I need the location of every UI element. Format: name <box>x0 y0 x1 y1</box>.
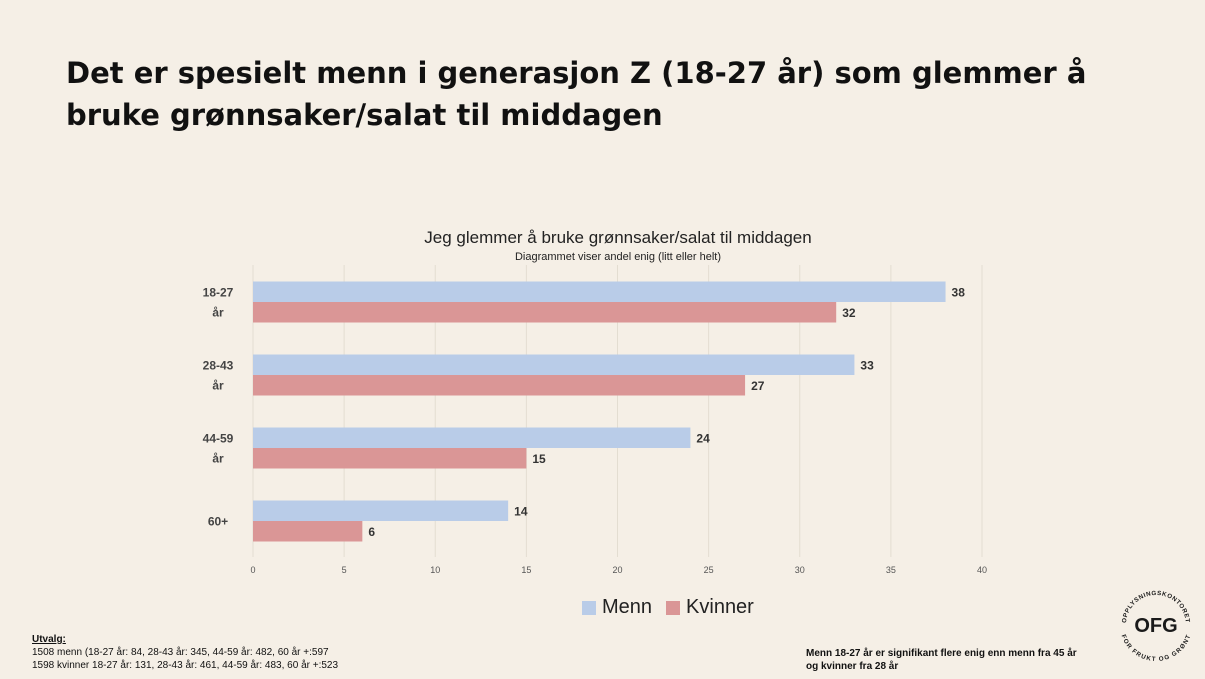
legend-label-menn: Menn <box>602 596 653 618</box>
sample-line-women: 1598 kvinner 18-27 år: 131, 28-43 år: 46… <box>32 660 339 671</box>
significance-line-2: og kvinner fra 28 år <box>806 661 899 672</box>
x-tick-label: 0 <box>250 565 255 575</box>
legend-swatch-kvinner <box>666 600 681 615</box>
chart-subtitle: Diagrammet viser andel enig (litt eller … <box>514 251 722 263</box>
significance-note: Menn 18-27 år er signifikant flere enig … <box>806 647 1106 673</box>
x-tick-label: 25 <box>704 565 714 575</box>
y-tick-label: år <box>212 306 224 320</box>
y-tick-label: 44-59 <box>203 432 234 446</box>
data-label: 24 <box>696 431 710 445</box>
bar-kvinner <box>253 375 746 396</box>
data-label: 38 <box>952 285 966 299</box>
bar-menn <box>253 354 855 375</box>
x-tick-label: 15 <box>521 565 531 575</box>
logo-text: OFG <box>1134 615 1177 637</box>
sample-label: Utvalg: <box>32 634 66 645</box>
y-tick-label: år <box>212 379 224 393</box>
significance-line-1: Menn 18-27 år er signifikant flere enig … <box>806 648 1077 659</box>
bar-kvinner <box>253 448 527 469</box>
data-label: 27 <box>751 379 765 393</box>
data-label: 6 <box>368 525 375 539</box>
data-label: 33 <box>860 358 874 372</box>
sample-footnote: Utvalg: 1508 menn (18-27 år: 84, 28-43 å… <box>32 633 338 672</box>
bar-menn <box>253 281 946 302</box>
x-tick-label: 35 <box>886 565 896 575</box>
legend-item-menn: Menn <box>582 596 652 619</box>
x-tick-label: 5 <box>342 565 347 575</box>
x-tick-label: 10 <box>430 565 440 575</box>
data-label: 15 <box>532 452 546 466</box>
slide-title: Det er spesielt menn i generasjon Z (18-… <box>66 56 1087 132</box>
bar-kvinner <box>253 521 363 542</box>
legend-swatch-menn <box>582 600 596 615</box>
x-tick-label: 30 <box>795 565 805 575</box>
data-label: 14 <box>514 504 528 518</box>
legend-item-kvinner: Kvinner <box>666 596 754 619</box>
bar-menn <box>253 500 509 521</box>
x-tick-label: 20 <box>612 565 622 575</box>
ofg-logo: OPPLYSNINGSKONTORET FOR FRUKT OG GRØNT O… <box>1120 590 1193 663</box>
y-tick-label: år <box>212 452 224 466</box>
data-label: 32 <box>842 306 856 320</box>
x-tick-label: 40 <box>977 565 987 575</box>
y-tick-label: 60+ <box>208 515 228 529</box>
bar-menn <box>253 427 691 448</box>
chart-title: Jeg glemmer å bruke grønnsaker/salat til… <box>424 228 812 247</box>
y-tick-label: 28-43 <box>203 359 234 373</box>
sample-line-men: 1508 menn (18-27 år: 84, 28-43 år: 345, … <box>32 647 329 658</box>
logo-ring-bottom-text: FOR FRUKT OG GRØNT <box>1120 634 1193 663</box>
bar-kvinner <box>253 302 837 323</box>
legend-label-kvinner: Kvinner <box>686 596 754 618</box>
y-tick-label: 18-27 <box>203 286 234 300</box>
chart-legend: Menn Kvinner <box>582 596 768 619</box>
